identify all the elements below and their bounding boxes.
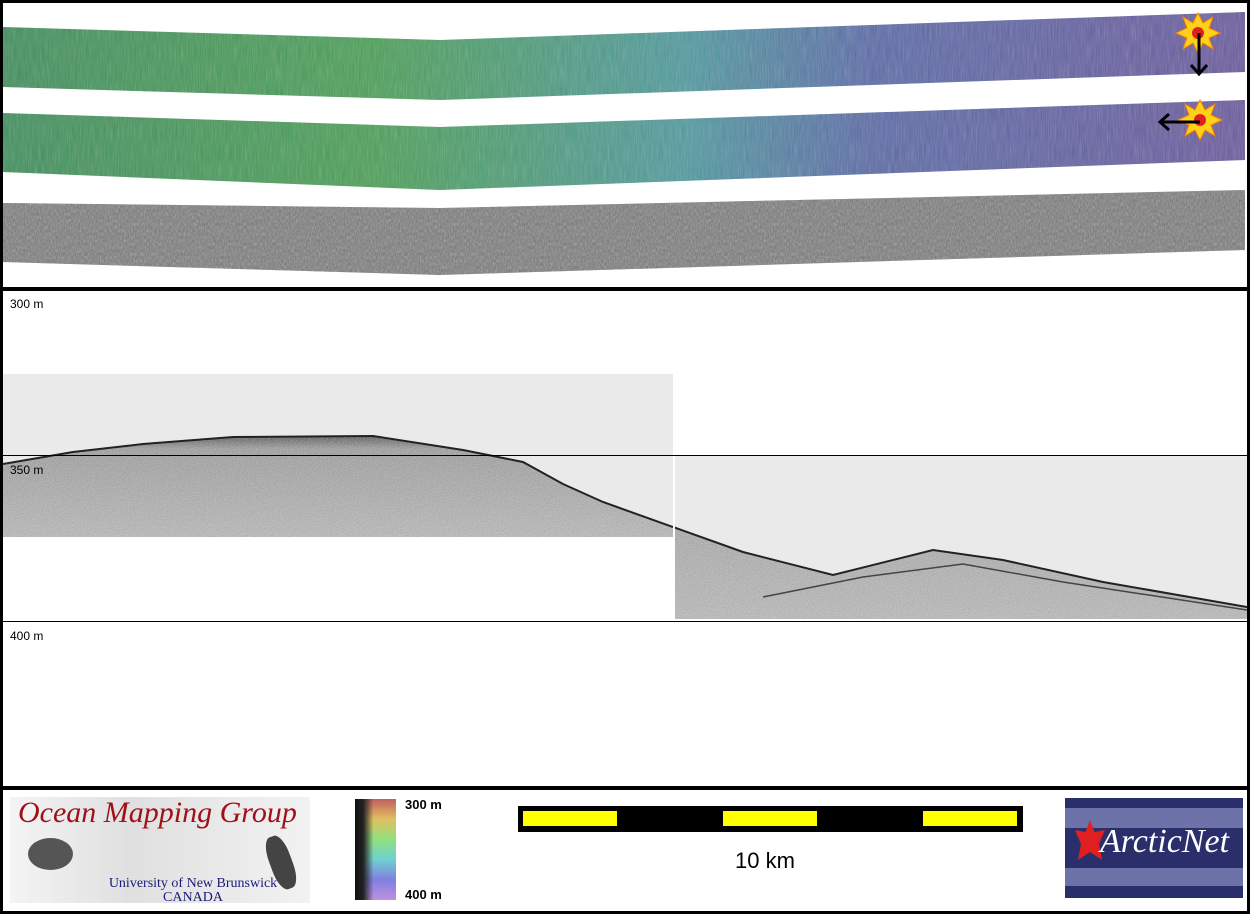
omg-country: CANADA [163, 890, 223, 905]
depth-label-350: 350 m [10, 463, 44, 477]
colorbar-bottom-label: 400 m [405, 887, 442, 902]
swath-backscatter [3, 190, 1245, 275]
arcticnet-text: ArcticNet [1100, 823, 1230, 860]
panel-divider [0, 287, 1250, 291]
profile-svg [3, 374, 1247, 619]
swath-sun-east [3, 100, 1245, 190]
omg-university: University of New Brunswick [108, 876, 278, 891]
scale-bar-segment [923, 811, 1017, 826]
seafloor-segment-1 [3, 434, 673, 537]
depth-gridline-350 [3, 455, 1247, 456]
panel-divider [0, 786, 1250, 790]
arcticnet-logo: ArcticNet [1065, 798, 1243, 898]
colorbar-top-label: 300 m [405, 797, 442, 812]
depth-gridline-400 [3, 621, 1247, 622]
depth-colorbar [355, 799, 396, 900]
swath-sun-north [3, 12, 1245, 100]
depth-label-300: 300 m [10, 297, 44, 311]
subbottom-profile-panel: 300 m 350 m 400 m [3, 292, 1247, 786]
omg-title: Ocean Mapping Group [18, 796, 297, 829]
scale-bar-label: 10 km [735, 848, 795, 873]
scale-bar-segment [523, 811, 617, 826]
scale-bar [518, 806, 1023, 832]
omg-logo-graphic [28, 838, 73, 870]
swath-panel [3, 3, 1247, 287]
seafloor-segment-2 [675, 526, 1247, 619]
sun-east-icon [1157, 98, 1224, 142]
swath-svg [3, 11, 1245, 275]
scale-bar-segment [723, 811, 817, 826]
depth-label-400: 400 m [10, 629, 44, 643]
sun-north-icon [1174, 11, 1222, 77]
